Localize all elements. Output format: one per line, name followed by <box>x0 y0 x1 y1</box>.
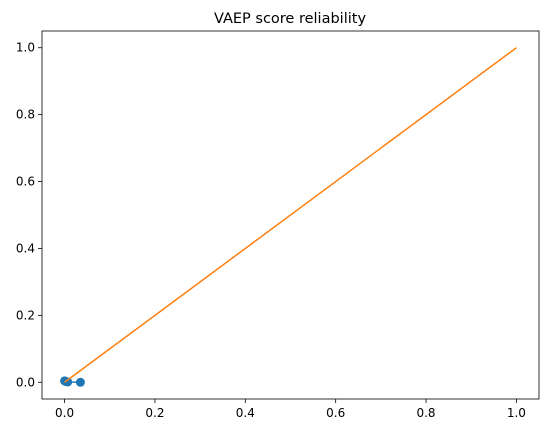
y-axis: 0.0 0.2 0.4 0.6 0.8 1.0 <box>16 41 42 389</box>
x-tick-label: 0.4 <box>236 406 255 420</box>
y-tick-label: 0.0 <box>16 375 35 389</box>
plot-area <box>60 47 517 387</box>
y-tick-label: 0.2 <box>16 308 35 322</box>
reliability-point <box>75 377 85 387</box>
x-tick-label: 0.2 <box>145 406 164 420</box>
x-tick-label: 0.0 <box>55 406 74 420</box>
y-tick-label: 0.8 <box>16 108 35 122</box>
reliability-point <box>63 377 73 387</box>
perfect-calibration-line <box>64 47 517 383</box>
y-tick-label: 0.4 <box>16 241 35 255</box>
x-axis: 0.0 0.2 0.4 0.6 0.8 1.0 <box>55 399 526 420</box>
axes-frame <box>41 30 540 400</box>
x-tick-label: 0.6 <box>326 406 345 420</box>
chart-title: VAEP score reliability <box>214 11 366 27</box>
y-tick-label: 0.6 <box>16 175 35 189</box>
x-tick-label: 0.8 <box>416 406 435 420</box>
y-tick-label: 1.0 <box>16 41 35 55</box>
x-tick-label: 1.0 <box>507 406 526 420</box>
